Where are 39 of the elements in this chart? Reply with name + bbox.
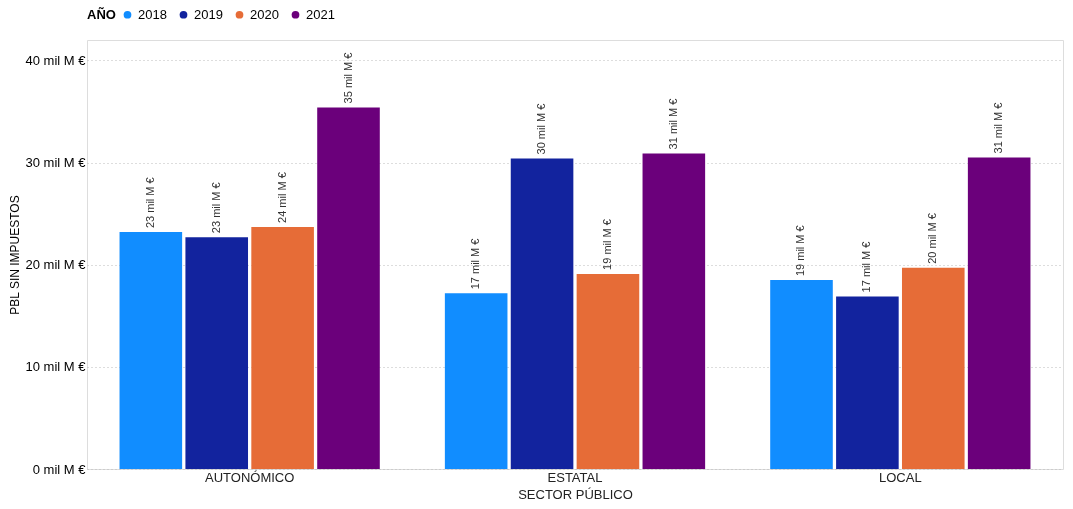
x-axis-title: SECTOR PÚBLICO <box>518 486 633 502</box>
legend-label: 2018 <box>138 6 167 22</box>
y-axis-title: PBL SIN IMPUESTOS <box>7 195 22 315</box>
bar <box>576 273 640 469</box>
x-tick-label: ESTATAL <box>547 469 603 485</box>
data-label: 24 mil M € <box>275 172 288 223</box>
legend-label: 2021 <box>306 6 335 22</box>
data-label: 30 mil M € <box>535 103 548 155</box>
data-label: 31 mil M € <box>666 98 679 150</box>
data-label: 17 mil M € <box>860 241 873 293</box>
data-label: 23 mil M € <box>143 177 156 229</box>
bar <box>185 237 249 469</box>
y-tick-label: 20 mil M € <box>25 257 87 273</box>
y-tick-label: 0 mil M € <box>32 461 87 477</box>
bar <box>901 267 965 469</box>
bar <box>251 226 314 469</box>
bar <box>510 158 574 469</box>
bar <box>836 296 899 469</box>
y-tick-label: 10 mil M € <box>25 359 87 375</box>
bar <box>967 157 1031 469</box>
bar <box>444 293 508 469</box>
bar <box>642 153 706 469</box>
data-label: 17 mil M € <box>469 238 482 290</box>
bar <box>317 107 380 469</box>
y-tick-label: 30 mil M € <box>25 155 87 171</box>
data-label: 35 mil M € <box>341 52 354 104</box>
legend-title: AÑO <box>87 7 116 22</box>
data-label: 19 mil M € <box>600 219 613 270</box>
legend-label: 2019 <box>194 6 223 22</box>
data-label: 19 mil M € <box>794 225 807 277</box>
bar <box>770 280 833 469</box>
data-label: 23 mil M € <box>209 182 222 234</box>
data-label: 31 mil M € <box>992 102 1005 154</box>
y-tick-label: 40 mil M € <box>25 52 87 68</box>
bar <box>119 232 183 469</box>
x-tick-label: AUTONÓMICO <box>205 469 295 485</box>
legend-label: 2020 <box>250 6 279 22</box>
x-tick-label: LOCAL <box>879 469 922 485</box>
data-label: 20 mil M € <box>926 213 939 264</box>
